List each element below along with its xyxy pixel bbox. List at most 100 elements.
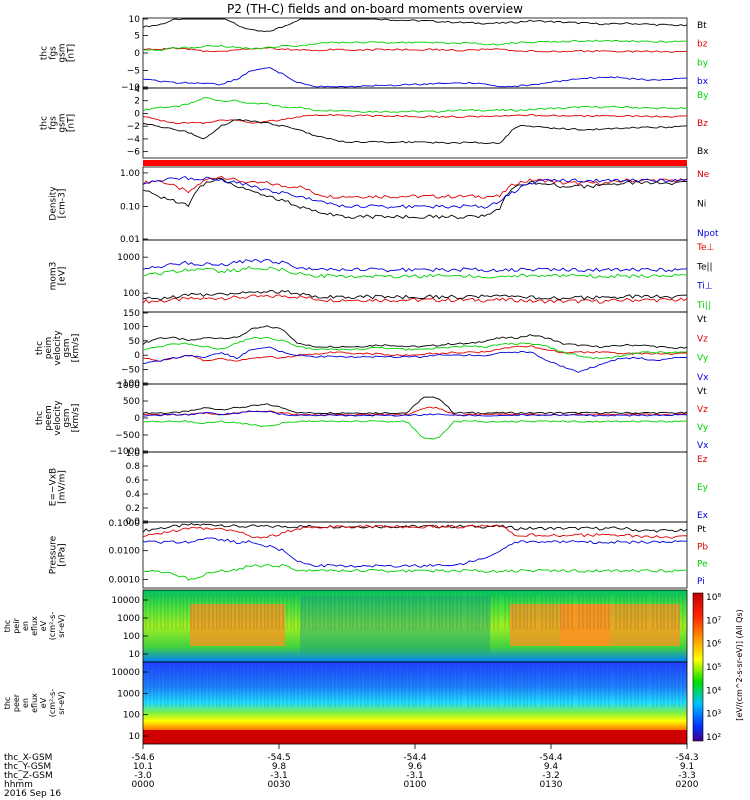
x-tick-label: 9.6 bbox=[408, 762, 423, 772]
series-line-by bbox=[143, 39, 688, 51]
x-tick-label: -3.0 bbox=[134, 771, 152, 781]
panel-temp: 1000 100 mom3 [eV] Te⊥ Te|| Ti⊥ Ti|| bbox=[49, 239, 715, 313]
series-line-Ne bbox=[142, 175, 688, 199]
y-tick-label: 1000 bbox=[117, 614, 140, 624]
legend-Ti⊥: Ti⊥ bbox=[696, 282, 713, 292]
y-tick-label: 0.2 bbox=[126, 504, 140, 514]
y-axis-label: thc bbox=[40, 46, 50, 60]
colorbar: 10⁸ 10⁷ 10⁶ 10⁵ 10⁴ 10³ 10² [eV/(cm^2-s-sr-eV)]… bbox=[692, 592, 744, 743]
panel-frame bbox=[142, 451, 688, 523]
legend-Npot: Npot bbox=[697, 229, 719, 239]
y-axis-label: gsm bbox=[58, 43, 68, 62]
y-tick-label: 5 bbox=[134, 32, 140, 42]
y-tick-label: 1000 bbox=[117, 381, 140, 391]
legend-Bx: Bx bbox=[697, 147, 709, 157]
series-line-Vx bbox=[142, 346, 688, 373]
series-line-Te|| bbox=[142, 289, 688, 301]
series-line-Vz bbox=[143, 406, 687, 416]
y-axis-label: thc bbox=[3, 697, 12, 710]
series-line-bx bbox=[142, 67, 688, 88]
y-tick-label: 0.01 bbox=[120, 235, 140, 245]
x-tick-label: -3.1 bbox=[406, 771, 424, 781]
x-tick-label: -54.6 bbox=[131, 753, 155, 763]
x-tick-label: 9.4 bbox=[544, 762, 559, 772]
y-tick-label: 0.8 bbox=[126, 462, 141, 472]
x-tick-label: -54.4 bbox=[403, 753, 427, 763]
legend-bx: bx bbox=[697, 77, 709, 87]
y-axis-label: (cm²-s- bbox=[48, 612, 57, 641]
y-tick-label: 500 bbox=[123, 397, 140, 407]
y-axis-label: [eV] bbox=[58, 267, 68, 286]
spectrogram-quiet-region bbox=[300, 596, 490, 654]
x-tick-label: -3.2 bbox=[542, 771, 560, 781]
y-axis-label: gsm bbox=[62, 338, 72, 357]
legend-Te||: Te|| bbox=[696, 262, 713, 272]
legend-Bt: Bt bbox=[697, 21, 707, 31]
y-tick-label: 0 bbox=[134, 109, 140, 119]
colorbar-tick: 10⁸ bbox=[706, 593, 721, 603]
legend-By: By bbox=[697, 91, 709, 101]
y-tick-label: 0.0010 bbox=[109, 575, 141, 585]
y-tick-label: −500 bbox=[115, 431, 140, 441]
y-axis-label: fgs bbox=[49, 116, 59, 130]
y-axis-label: (cm²-s- bbox=[48, 689, 57, 718]
colorbar-label: [eV/(cm^2-s-sr-eV)] (All Qs) bbox=[735, 609, 744, 720]
y-axis-label: thc bbox=[40, 116, 50, 130]
x-row-label: thc_X-GSM bbox=[4, 753, 52, 763]
legend-Vy: Vy bbox=[697, 354, 709, 364]
panel-fgs_b: 4 2 0 −2 −4 −6 thc fgs gsm [nT] By Bz Bx bbox=[40, 85, 709, 159]
y-tick-label: 100 bbox=[123, 322, 140, 332]
legend-Ez: Ez bbox=[697, 455, 708, 465]
y-axis-label: eV bbox=[39, 697, 48, 708]
series-line-Bz bbox=[142, 113, 687, 125]
legend-Vx: Vx bbox=[697, 373, 709, 383]
y-tick-label: 0 bbox=[134, 351, 140, 361]
panel-frame bbox=[142, 383, 688, 453]
y-axis-label: thc bbox=[35, 411, 45, 425]
x-row-label: thc_Z-GSM bbox=[4, 771, 53, 781]
y-axis-label: sr-eV) bbox=[57, 614, 66, 637]
y-tick-label: 100 bbox=[123, 289, 140, 299]
y-tick-label: −2 bbox=[127, 122, 140, 132]
y-tick-label: 0.4 bbox=[126, 490, 141, 500]
legend-Te⊥: Te⊥ bbox=[696, 243, 715, 253]
y-axis-label: Pressure bbox=[49, 535, 59, 574]
y-axis-label: sr-eV) bbox=[57, 691, 66, 714]
x-tick-label: 0200 bbox=[676, 780, 699, 790]
y-axis-label: E=−VxB bbox=[49, 468, 59, 506]
panel-frame bbox=[142, 239, 688, 313]
legend-Vt: Vt bbox=[697, 387, 707, 397]
x-tick-label: -54.4 bbox=[539, 753, 563, 763]
colorbar-tick: 10⁵ bbox=[706, 663, 721, 673]
y-tick-label: 1.0 bbox=[126, 449, 141, 459]
y-axis-label: mom3 bbox=[49, 262, 59, 291]
y-axis-label: [nPa] bbox=[58, 543, 68, 566]
legend-Ti||: Ti|| bbox=[696, 301, 711, 311]
panel-pressure: 0.1000 0.0100 0.0010 Pressure [nPa] Pt Pb Pe Pi bbox=[49, 519, 708, 589]
y-axis-label: peem bbox=[44, 405, 54, 431]
y-axis-label: [km/s] bbox=[71, 404, 81, 433]
date-label: 2016 Sep 16 bbox=[4, 789, 61, 799]
legend-Ex: Ex bbox=[697, 511, 709, 521]
y-axis-label: gsm bbox=[62, 408, 72, 427]
series-line-Pb bbox=[142, 524, 688, 539]
y-tick-label: −10 bbox=[121, 83, 140, 93]
spectrogram-low-band bbox=[143, 730, 687, 744]
y-axis-label: eV bbox=[39, 620, 48, 631]
x-row-label: hhmm bbox=[4, 780, 33, 790]
y-tick-label: 10000 bbox=[111, 596, 140, 606]
legend-Pb: Pb bbox=[697, 542, 708, 552]
y-tick-label: 0.6 bbox=[126, 476, 141, 486]
y-tick-label: 10 bbox=[129, 15, 141, 25]
y-axis-label: peer bbox=[12, 693, 21, 712]
y-axis-label: peim bbox=[44, 337, 54, 360]
legend-Ne: Ne bbox=[697, 170, 710, 180]
y-axis-label: [cm-3] bbox=[58, 189, 68, 219]
legend-Vz: Vz bbox=[697, 405, 708, 415]
legend-Vx: Vx bbox=[697, 441, 709, 451]
legend-Ey: Ey bbox=[697, 483, 709, 493]
y-tick-label: 0.0100 bbox=[109, 547, 141, 557]
y-axis-label: en bbox=[21, 698, 30, 708]
